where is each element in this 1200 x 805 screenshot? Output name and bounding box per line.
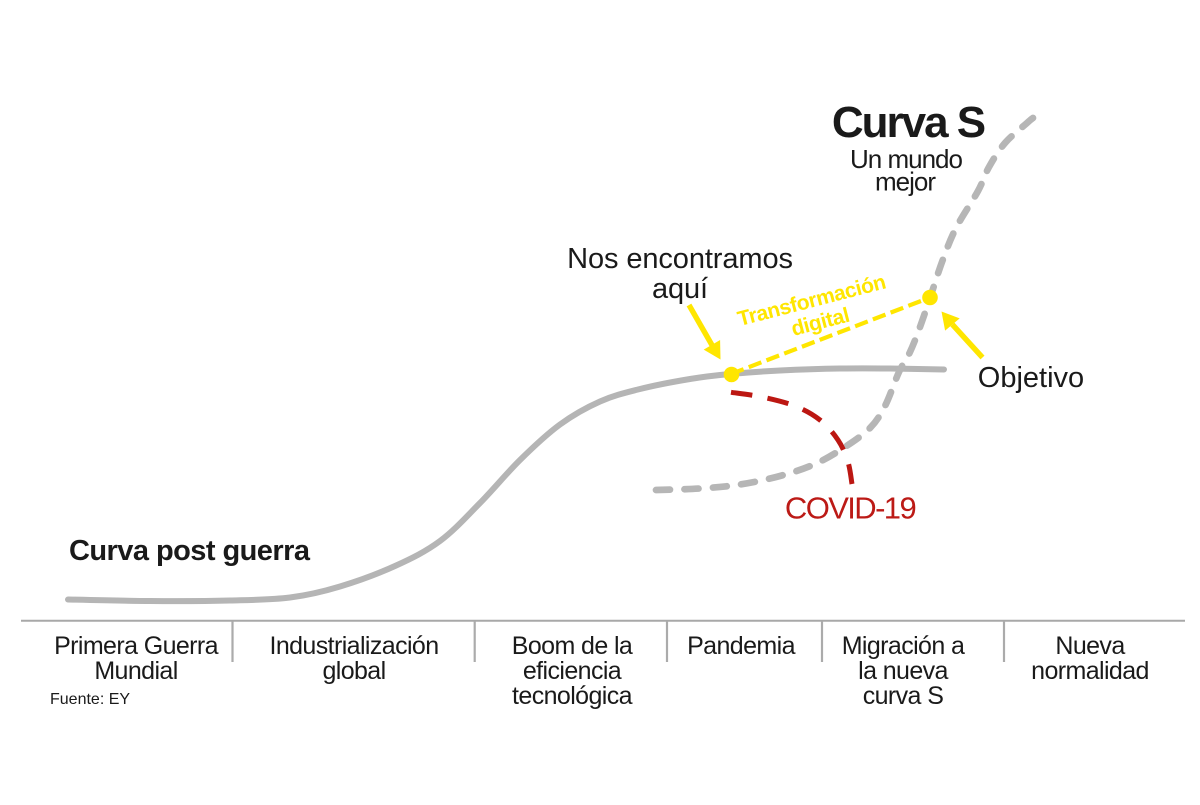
svg-text:Fuente: EY: Fuente: EY <box>50 691 130 708</box>
svg-text:Pandemia: Pandemia <box>687 632 795 660</box>
svg-text:aquí: aquí <box>652 273 708 305</box>
svg-text:Mundial: Mundial <box>94 657 177 685</box>
svg-text:la nueva: la nueva <box>858 657 948 685</box>
svg-text:global: global <box>322 657 385 685</box>
svg-text:Curva post guerra: Curva post guerra <box>69 535 311 567</box>
svg-text:Migración a: Migración a <box>842 632 965 660</box>
svg-text:Nueva: Nueva <box>1055 632 1125 660</box>
svg-text:Primera Guerra: Primera Guerra <box>54 632 219 660</box>
svg-text:Un mundo: Un mundo <box>850 144 962 174</box>
svg-text:eficiencia: eficiencia <box>523 657 622 685</box>
svg-text:curva S: curva S <box>863 682 944 710</box>
svg-text:tecnológica: tecnológica <box>512 682 633 710</box>
svg-text:Boom de la: Boom de la <box>512 632 633 660</box>
svg-text:COVID-19: COVID-19 <box>785 491 916 526</box>
svg-text:Objetivo: Objetivo <box>978 362 1084 394</box>
svg-text:Curva S: Curva S <box>832 98 985 147</box>
svg-text:Nos encontramos: Nos encontramos <box>567 243 793 275</box>
svg-text:Industrialización: Industrialización <box>269 632 438 660</box>
svg-text:mejor: mejor <box>875 167 936 197</box>
svg-text:normalidad: normalidad <box>1031 657 1149 685</box>
